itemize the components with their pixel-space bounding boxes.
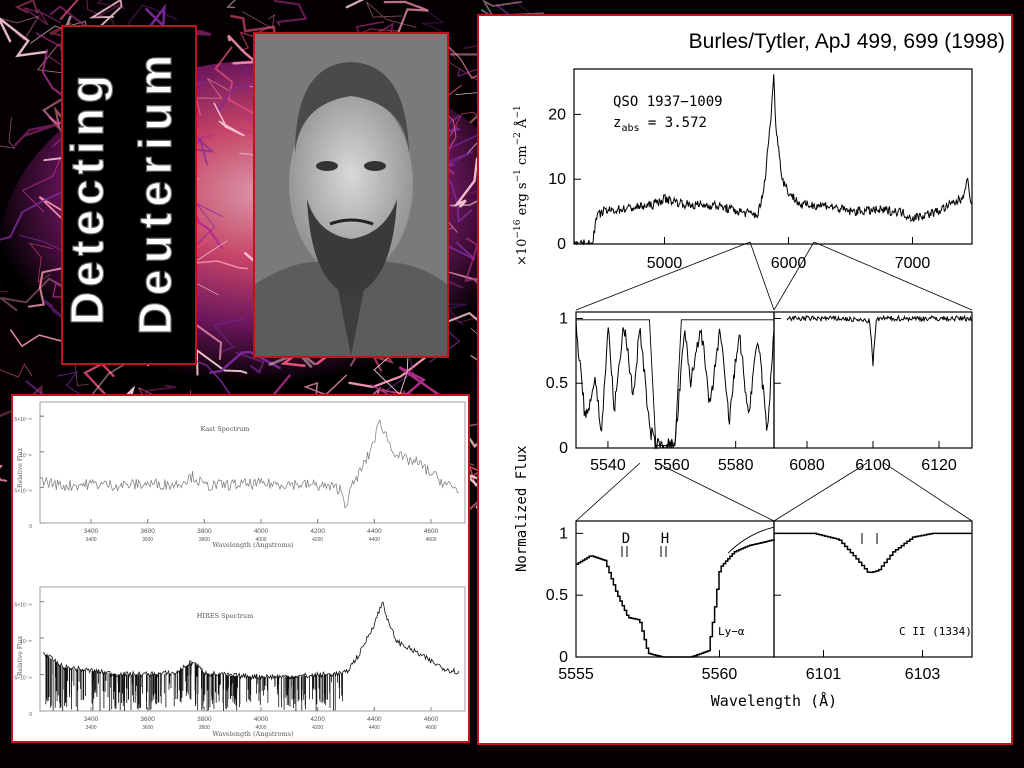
x-tick-label: 3400	[84, 716, 99, 723]
hydrogen-marker-label: H	[661, 531, 669, 547]
lya-label: Ly−α	[718, 625, 745, 638]
lya-fit-line	[727, 526, 775, 554]
x-tick-label: 5580	[718, 457, 754, 474]
zabs-label: zabs = 3.572	[613, 115, 707, 134]
x-tick-label: 4400	[367, 528, 382, 535]
x-tick-label: 4200	[312, 537, 323, 543]
x-tick-label: 4200	[312, 725, 323, 731]
kast-title: Kast Spectrum	[201, 425, 250, 433]
kast-plot-frame	[39, 401, 466, 524]
y-tick-label: 5×10⁻¹⁶	[14, 676, 32, 682]
title-box: Detecting Deuterium	[61, 25, 197, 365]
wavelength-xlabel: Wavelength (Å)	[711, 691, 837, 710]
y-tick-label: 0	[557, 236, 566, 253]
mid-left-fit-line	[576, 319, 774, 446]
x-tick-label: 5000	[647, 255, 683, 272]
cii-plot-frame	[773, 520, 973, 658]
x-tick-label: 4600	[424, 528, 439, 535]
x-tick-label: 3400	[84, 528, 99, 535]
cii-label: C II (1334)	[899, 625, 972, 638]
y-tick-label: 10⁻¹⁵	[20, 639, 32, 645]
normalized-flux-label: Normalized Flux	[514, 446, 530, 572]
y-tick-label: 0	[559, 649, 568, 666]
hires-plot-frame	[39, 586, 466, 712]
x-tick-label: 4200	[310, 716, 325, 723]
hires-ylabel: Relative Flux	[17, 635, 24, 676]
right-spectra-figure: Burles/Tytler, ApJ 499, 699 (1998) QSO 1…	[477, 14, 1013, 745]
x-tick-label: 4000	[255, 725, 266, 731]
y-tick-label: 1.5×10⁻¹⁵	[13, 603, 32, 609]
d-h-tick-marks	[621, 533, 878, 557]
portrait-photo	[253, 32, 449, 358]
x-tick-label: 4400	[369, 537, 380, 543]
x-tick-label: 3400	[85, 537, 96, 543]
citation-text: Burles/Tytler, ApJ 499, 699 (1998)	[689, 30, 1005, 53]
x-tick-label: 7000	[895, 255, 931, 272]
cii-spectrum-line	[774, 532, 972, 574]
left-spectra-figure: Kast Spectrum Relative Flux 3400 3600 3800…	[10, 394, 470, 743]
x-tick-label: 5555	[558, 666, 594, 683]
x-tick-label: 6120	[921, 457, 957, 474]
x-tick-label: 3800	[197, 716, 212, 723]
kast-spectrum-line	[39, 419, 459, 509]
x-tick-label: 4000	[254, 528, 269, 535]
x-tick-label: 3600	[140, 716, 155, 723]
y-tick-label: 0	[559, 440, 568, 457]
qso-name-label: QSO 1937−1009	[613, 94, 723, 110]
y-tick-label: 1	[559, 525, 568, 542]
deuterium-marker-label: D	[622, 531, 630, 547]
x-tick-label: 3800	[199, 537, 210, 543]
x-tick-label: 3800	[197, 528, 212, 535]
title-line-1: Detecting	[63, 75, 113, 325]
lya-spectrum-line	[576, 539, 775, 658]
mid-right-plot-frame	[773, 311, 973, 449]
y-tick-label: 10	[548, 171, 566, 188]
flux-units-label: ×10−16 erg s−1 cm−2 Å−1	[513, 105, 530, 266]
zoom-connector-lines	[575, 241, 973, 522]
y-tick-label: 0.5	[546, 587, 568, 604]
kast-xlabel: Wavelength (Angstroms)	[212, 541, 294, 549]
x-tick-label: 5560	[654, 457, 690, 474]
x-tick-label: 5560	[702, 666, 738, 683]
x-tick-label: 4600	[424, 716, 439, 723]
x-tick-label: 6000	[771, 255, 807, 272]
y-tick-label: 0.5	[546, 375, 568, 392]
x-tick-label: 4600	[425, 537, 436, 543]
hires-xlabel: Wavelength (Angstroms)	[212, 730, 294, 738]
x-tick-label: 5540	[590, 457, 626, 474]
x-tick-label: 6080	[789, 457, 825, 474]
y-tick-label: 20	[548, 106, 566, 123]
x-tick-label: 4200	[310, 528, 325, 535]
qso-plot-frame	[573, 68, 973, 245]
x-tick-label: 4400	[367, 716, 382, 723]
x-tick-label: 3600	[142, 725, 153, 731]
x-tick-label: 6101	[806, 666, 842, 683]
mid-right-spectrum-line	[786, 314, 973, 367]
title-line-2: Deuterium	[129, 55, 181, 335]
x-tick-label: 3800	[199, 725, 210, 731]
x-tick-label: 4000	[254, 716, 269, 723]
person-portrait-icon	[255, 34, 447, 356]
y-tick-label: 0	[29, 712, 32, 718]
x-tick-label: 6100	[855, 457, 891, 474]
hires-spectrum-line	[42, 601, 460, 711]
y-tick-label: 1	[559, 310, 568, 327]
y-tick-label: 0	[29, 524, 32, 530]
x-tick-label: 4000	[255, 537, 266, 543]
hires-title: HIRES Spectrum	[197, 612, 254, 620]
x-tick-label: 4400	[369, 725, 380, 731]
y-tick-label: 10⁻¹⁵	[20, 453, 32, 459]
qso-spectrum-line	[573, 74, 973, 246]
x-tick-label: 3600	[142, 537, 153, 543]
x-tick-label: 3600	[140, 528, 155, 535]
kast-ylabel: Relative Flux	[17, 447, 24, 488]
x-tick-label: 6103	[905, 666, 941, 683]
y-tick-label: 5×10⁻¹⁶	[14, 488, 32, 494]
x-tick-label: 4600	[425, 725, 436, 731]
y-tick-label: 1.5×10⁻¹⁵	[13, 417, 32, 423]
mid-left-spectrum-line	[575, 318, 775, 450]
x-tick-label: 3400	[85, 725, 96, 731]
